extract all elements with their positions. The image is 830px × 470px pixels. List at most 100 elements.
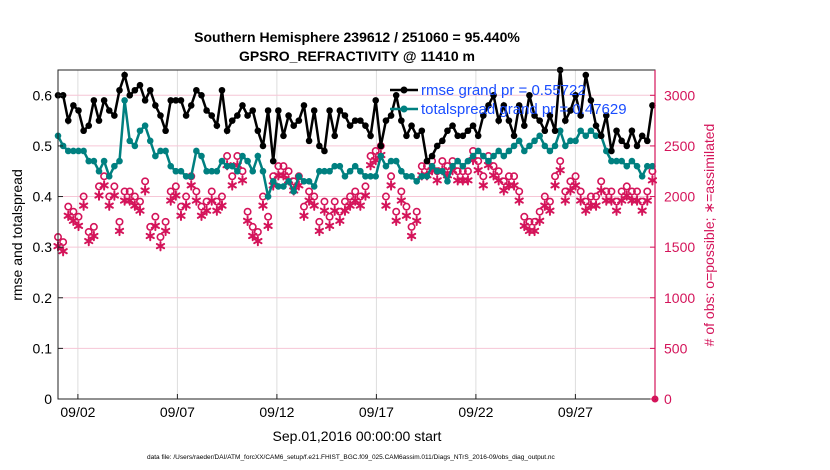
assimilated-obs-marker [335,215,345,227]
totalspread-point [531,137,538,145]
assimilated-obs-marker [617,195,627,206]
assimilated-obs-marker [622,190,632,201]
assimilated-obs-marker [519,220,529,232]
rmse-point [310,107,318,114]
rmse-point [95,117,103,124]
rmse-point [111,112,118,119]
rmse-point [638,132,646,140]
totalspread-point [362,172,369,180]
assimilated-obs-marker [140,185,150,196]
assimilated-obs-marker [94,190,104,201]
totalspread-point [116,157,123,165]
rmse-point [592,122,600,129]
y-left-tick-label: 0.2 [33,290,53,306]
assimilated-obs-marker [555,165,565,176]
assimilated-obs-marker [494,175,504,186]
assimilated-obs-marker [350,195,360,206]
rmse-point [408,122,415,129]
assimilated-obs-marker [545,205,555,216]
possible-obs-marker [69,207,78,216]
possible-obs-marker [64,202,73,211]
assimilated-obs-marker [591,200,601,211]
totalspread-point [280,183,287,190]
rmse-point [162,127,169,135]
totalspread-point [643,162,651,170]
rmse-point [326,107,333,114]
assimilated-obs-marker [432,175,442,186]
assimilated-obs-marker [535,215,545,227]
x-tick-label: 09/12 [259,404,294,420]
assimilated-obs-marker [540,200,550,211]
totalspread-point [126,137,134,145]
rmse-point [562,117,569,124]
totalspread-point [613,157,620,165]
totalspread-point [80,147,87,155]
rmse-point [100,97,108,104]
assimilated-obs-marker [114,225,125,237]
rmse-point [357,117,364,124]
possible-obs-marker [217,192,226,201]
totalspread-point [193,147,200,155]
assimilated-obs-marker [606,195,617,206]
assimilated-obs-marker [248,230,258,242]
totalspread-point [172,167,180,175]
assimilated-obs-marker [125,195,135,206]
possible-obs-marker [264,212,273,221]
totalspread-point [346,167,354,175]
rmse-point [500,102,508,109]
assimilated-obs-marker [509,180,519,191]
totalspread-point [392,157,400,165]
assimilated-obs-marker [58,246,68,257]
possible-obs-marker [274,162,283,171]
legend-spread-marker [400,105,408,113]
rmse-point [643,137,651,145]
possible-obs-marker [520,212,529,221]
totalspread-point [177,167,185,175]
rmse-point [464,127,472,135]
assimilated-obs-marker [181,200,191,211]
totalspread-point [70,147,77,155]
y-right-tick-label: 3000 [664,87,695,103]
rmse-point [485,102,492,109]
rmse-point [300,102,308,109]
totalspread-point [300,178,308,185]
rmse-point [623,142,631,150]
assimilated-obs-marker [345,200,355,211]
rmse-point [259,142,267,150]
assimilated-obs-marker [463,175,473,186]
rmse-point [521,122,528,129]
assimilated-obs-marker [365,159,376,171]
totalspread-point [331,162,339,170]
possible-obs-marker [597,177,606,186]
totalspread-point [618,157,625,165]
possible-obs-marker [402,202,411,211]
possible-obs-marker [535,207,544,216]
totalspread-point [146,137,154,145]
rmse-point [608,147,615,155]
assimilated-obs-marker [145,230,155,242]
y-left-tick-label: 0.5 [33,138,53,154]
possible-obs-marker [607,187,616,196]
rmse-point [392,92,400,99]
rmse-point [116,86,123,94]
x-tick-label: 09/02 [60,404,95,420]
rmse-point [633,142,641,150]
assimilated-obs-marker [560,195,570,206]
rmse-point [398,117,405,124]
assimilated-obs-marker [253,235,263,247]
totalspread-point [208,167,216,175]
totalspread-point [469,152,477,160]
totalspread-point [275,183,282,190]
rmse-point [515,102,523,109]
possible-obs-marker [330,197,339,206]
rmse-point [290,122,298,129]
rmse-point [341,112,349,119]
totalspread-point [428,162,436,170]
totalspread-point [464,157,472,165]
totalspread-point [285,178,292,185]
rmse-point [321,147,328,155]
possible-obs-marker [622,182,631,191]
totalspread-point [490,152,497,160]
rmse-point [228,117,236,124]
